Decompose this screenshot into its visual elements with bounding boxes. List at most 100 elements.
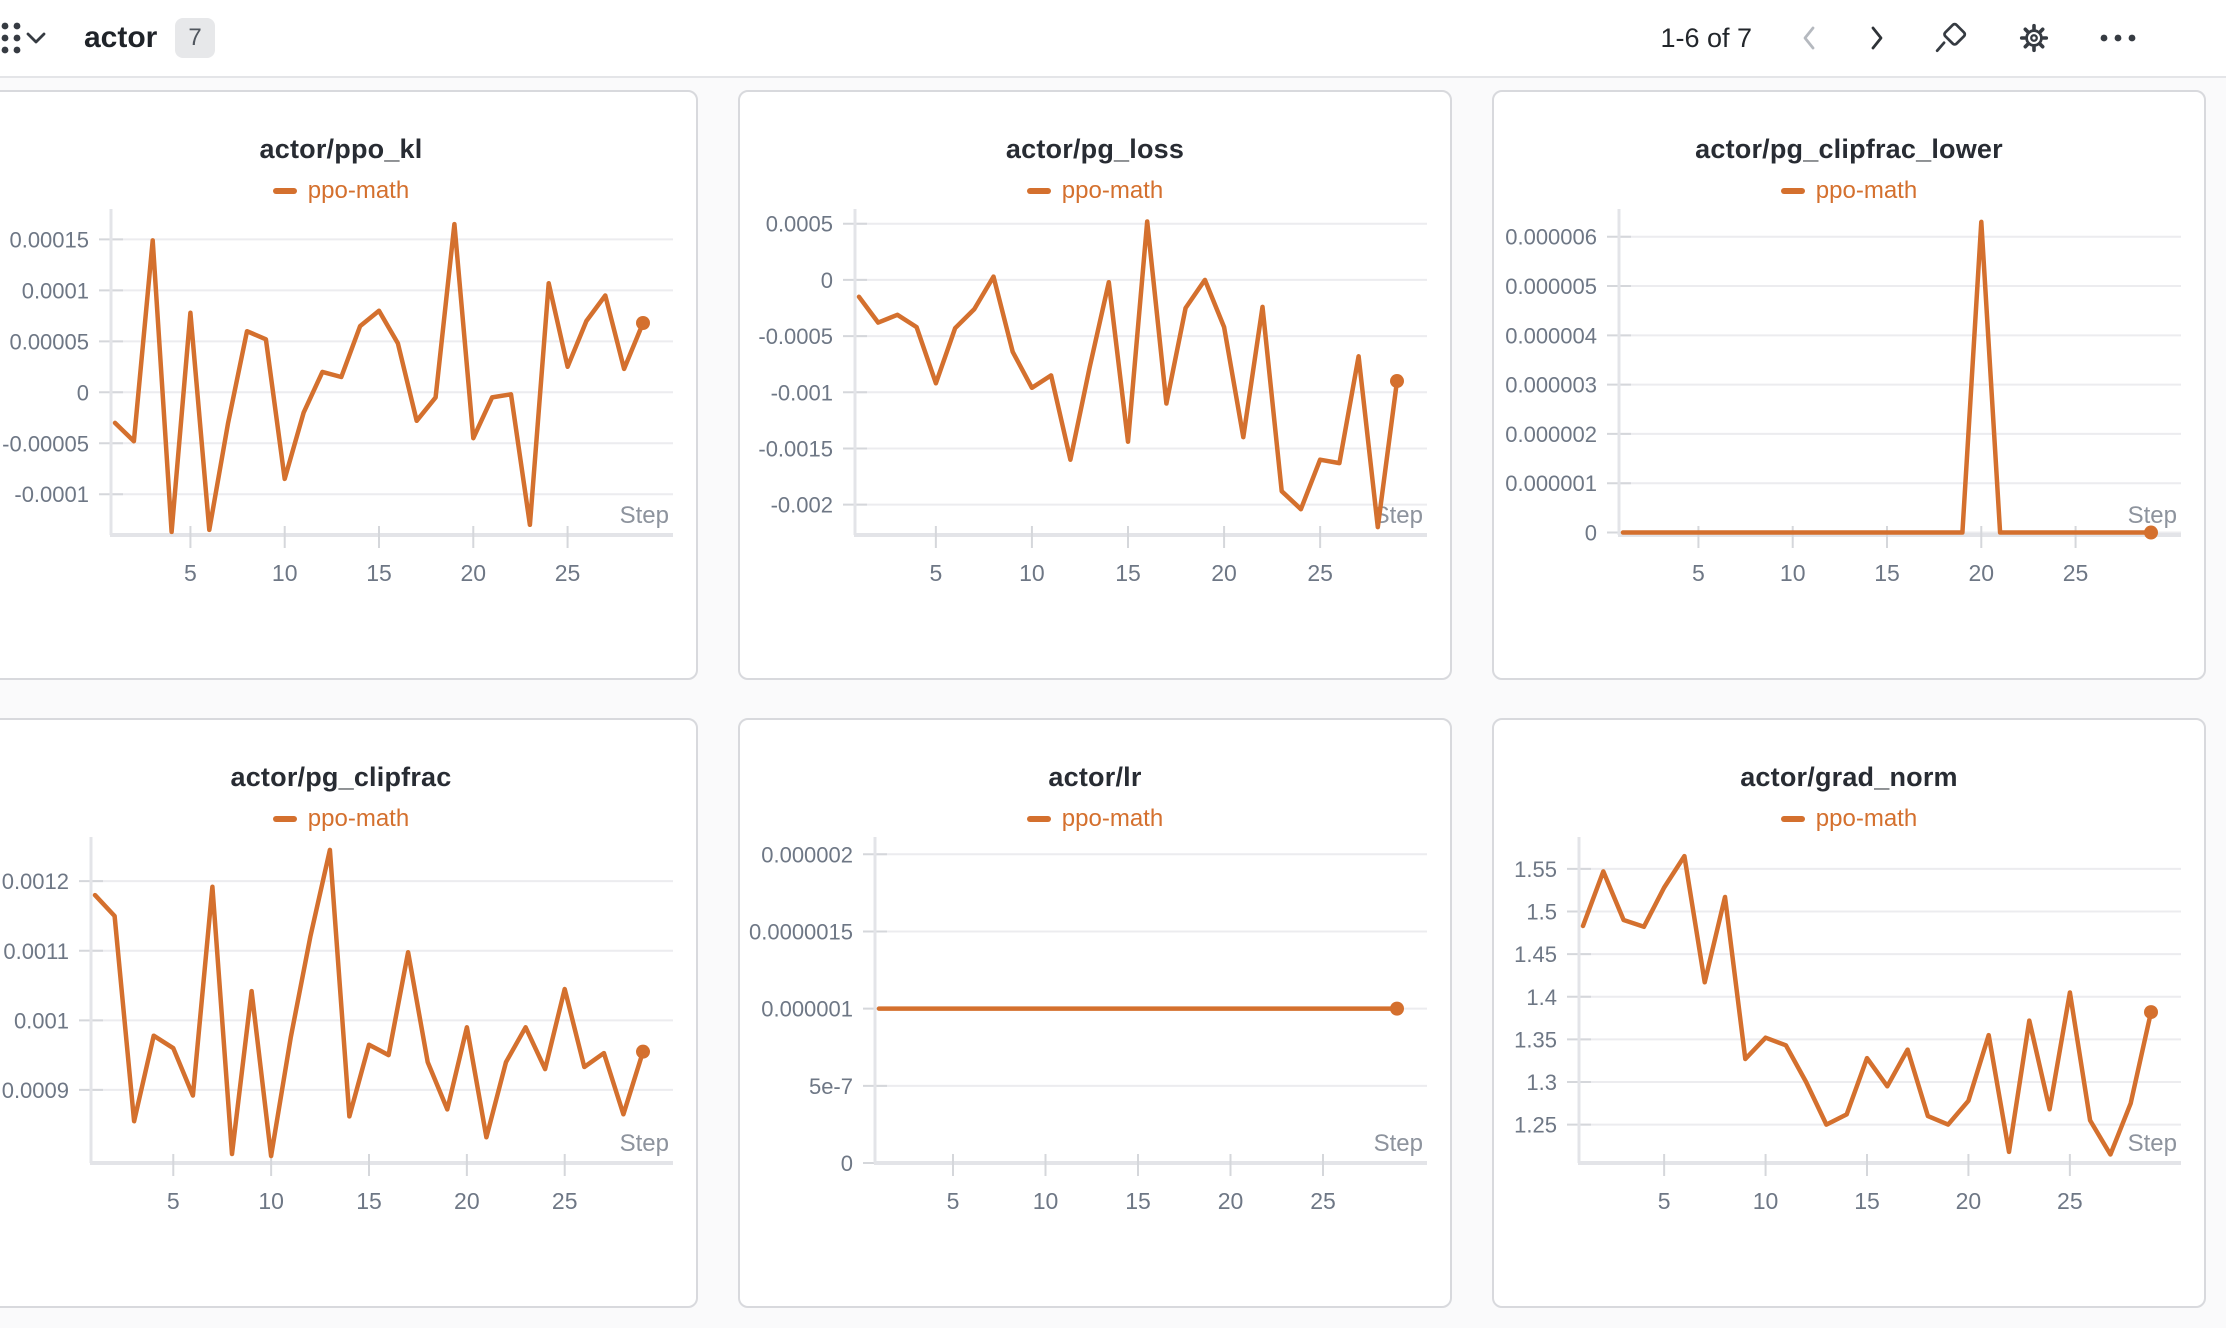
y-axis-tick-label: 1.45 xyxy=(1514,942,1557,967)
panel-count-badge: 7 xyxy=(175,18,215,58)
y-axis-tick-label: 0.000001 xyxy=(761,997,853,1022)
legend-label: ppo-math xyxy=(1061,177,1164,204)
y-axis-tick-label: -0.00005 xyxy=(2,431,89,456)
legend-swatch xyxy=(272,188,297,194)
legend-label: ppo-math xyxy=(1815,805,1918,832)
chart-title: actor/pg_clipfrac xyxy=(230,762,452,792)
legend-label: ppo-math xyxy=(307,805,410,832)
x-axis-tick-label: 5 xyxy=(167,1188,180,1214)
series-end-dot xyxy=(2144,525,2158,540)
x-axis-tick-label: 10 xyxy=(258,1188,284,1214)
y-axis-tick-label: 0 xyxy=(1585,521,1597,546)
panel-section-header: actor 7 1-6 of 7 xyxy=(0,0,2226,78)
series-end-dot xyxy=(2144,1005,2158,1020)
chevron-left-icon xyxy=(1803,26,1815,50)
series-line xyxy=(856,219,1400,530)
y-axis-tick-label: 0.000002 xyxy=(1505,422,1597,447)
series-end-dot xyxy=(636,316,650,330)
x-axis-tick-label: 20 xyxy=(1968,560,1994,586)
panel-actor-pg-clipfrac[interactable]: actor/pg_clipfrac ppo-math 0.0012 0.0011 0… xyxy=(0,718,698,1308)
legend-label: ppo-math xyxy=(1815,177,1918,204)
y-axis-tick-label: 0.000004 xyxy=(1505,323,1597,348)
legend-swatch xyxy=(1026,188,1051,194)
x-axis-tick-label: 25 xyxy=(2057,1188,2083,1214)
x-axis-tick-label: 5 xyxy=(929,560,942,586)
x-axis-tick-label: 10 xyxy=(1753,1188,1779,1214)
pagination-label: 1-6 of 7 xyxy=(1660,22,1752,53)
x-axis-tick-label: 25 xyxy=(1310,1188,1336,1214)
chart-title: actor/lr xyxy=(1048,762,1142,792)
chart-canvas[interactable]: 1.55 1.5 1.45 1.4 1.35 1.3 1.25 5 10 15 20 25 Step xyxy=(1503,837,2195,1297)
panel-actor-pg-loss[interactable]: actor/pg_loss ppo-math 0.0005 0 -0.0005 -0.… xyxy=(738,90,1452,680)
x-axis-tick-label: 10 xyxy=(1033,1188,1059,1214)
chart-canvas[interactable]: 0.0005 0 -0.0005 -0.001 -0.0015 -0.002 5 10 15 20… xyxy=(749,209,1441,669)
collapse-section-button[interactable] xyxy=(24,29,48,47)
x-axis-tick-label: 25 xyxy=(2063,560,2089,586)
legend-item[interactable]: ppo-math xyxy=(748,805,1442,833)
x-axis-tick-label: 20 xyxy=(1218,1188,1244,1214)
panel-actor-ppo-kl[interactable]: actor/ppo_kl ppo-math 0.00015 0.0001 0.000… xyxy=(0,90,698,680)
y-axis-tick-label: -0.002 xyxy=(771,493,833,518)
x-axis-tick-label: 5 xyxy=(1692,560,1705,586)
legend-item[interactable]: ppo-math xyxy=(0,805,688,833)
y-axis-tick-label: 0.0012 xyxy=(2,869,69,894)
legend-swatch xyxy=(1780,816,1805,822)
panel-grid-area: actor/ppo_kl ppo-math 0.00015 0.0001 0.000… xyxy=(0,78,2226,1328)
panel-actor-lr[interactable]: actor/lr ppo-math 0.000002 0.0000015 0.000… xyxy=(738,718,1452,1308)
chart-canvas[interactable]: 0.00015 0.0001 0.00005 0 -0.00005 -0.0001 5 10 1… xyxy=(0,209,687,669)
more-options-button[interactable] xyxy=(2098,32,2138,44)
chevron-down-icon xyxy=(26,32,46,44)
series-end-dot xyxy=(1390,374,1404,389)
panel-actor-pg-clipfrac-lower[interactable]: actor/pg_clipfrac_lower ppo-math 0.00000… xyxy=(1492,90,2206,680)
y-axis-tick-label: 0.0009 xyxy=(2,1078,69,1103)
chevron-right-icon xyxy=(1871,26,1883,50)
x-axis-tick-label: 25 xyxy=(1307,560,1333,586)
drag-handle[interactable] xyxy=(0,20,24,56)
y-axis-tick-label: 1.5 xyxy=(1526,899,1557,924)
legend-swatch xyxy=(1780,188,1805,194)
chart-canvas[interactable]: 0.0012 0.0011 0.001 0.0009 5 10 15 20 25 Step xyxy=(0,837,687,1297)
chart-canvas[interactable]: 0.000006 0.000005 0.000004 0.000003 0.000002… xyxy=(1503,209,2195,669)
x-axis-tick-label: 5 xyxy=(947,1188,960,1214)
section-header-left: actor 7 xyxy=(0,18,215,58)
x-axis-tick-label: 15 xyxy=(1874,560,1900,586)
x-axis-tick-label: 25 xyxy=(555,560,581,586)
x-axis-tick-label: 10 xyxy=(1019,560,1045,586)
settings-button[interactable] xyxy=(2016,20,2052,56)
legend-item[interactable]: ppo-math xyxy=(0,177,688,205)
y-axis-tick-label: 5e-7 xyxy=(809,1074,853,1099)
prev-page-button[interactable] xyxy=(1798,23,1820,53)
pin-section-button[interactable] xyxy=(1934,20,1970,56)
series-line xyxy=(112,221,646,535)
panel-actor-grad-norm[interactable]: actor/grad_norm ppo-math 1.55 1.5 1.45 1.4 1… xyxy=(1492,718,2206,1308)
y-axis-tick-label: 0.0000015 xyxy=(749,919,853,944)
x-axis-tick-label: 20 xyxy=(1956,1188,1982,1214)
y-axis-tick-label: 0.000002 xyxy=(761,842,853,867)
drag-handle-icon xyxy=(1,22,21,54)
y-axis-tick-label: 0.0011 xyxy=(3,939,69,964)
y-axis-tick-label: 1.4 xyxy=(1526,985,1557,1010)
next-page-button[interactable] xyxy=(1866,23,1888,53)
legend-item[interactable]: ppo-math xyxy=(748,177,1442,205)
y-axis-tick-label: 1.3 xyxy=(1526,1070,1557,1095)
legend-label: ppo-math xyxy=(1061,805,1164,832)
x-axis-tick-label: 20 xyxy=(460,560,486,586)
y-axis-tick-label: 0.000001 xyxy=(1505,471,1597,496)
series-line xyxy=(1580,853,2154,1157)
y-axis-tick-label: 0.000005 xyxy=(1505,274,1597,299)
x-axis-tick-label: 15 xyxy=(1854,1188,1880,1214)
y-axis-tick-label: -0.0005 xyxy=(758,324,833,349)
panel-grid: actor/ppo_kl ppo-math 0.00015 0.0001 0.000… xyxy=(0,90,2206,1308)
y-axis-tick-label: 1.25 xyxy=(1514,1113,1557,1138)
y-axis-tick-label: 0 xyxy=(77,380,89,405)
x-axis-tick-label: 15 xyxy=(366,560,392,586)
chart-title: actor/ppo_kl xyxy=(259,134,423,164)
y-axis-tick-label: 0.00005 xyxy=(9,329,89,354)
legend-item[interactable]: ppo-math xyxy=(1502,805,2196,833)
chart-canvas[interactable]: 0.000002 0.0000015 0.000001 5e-7 0 5 10 15 20 25 S… xyxy=(749,837,1441,1297)
chart-title: actor/grad_norm xyxy=(1740,762,1958,792)
section-title: actor xyxy=(84,21,158,54)
legend-item[interactable]: ppo-math xyxy=(1502,177,2196,205)
y-axis-tick-label: 0.001 xyxy=(14,1008,69,1033)
x-axis-tick-label: 15 xyxy=(356,1188,382,1214)
